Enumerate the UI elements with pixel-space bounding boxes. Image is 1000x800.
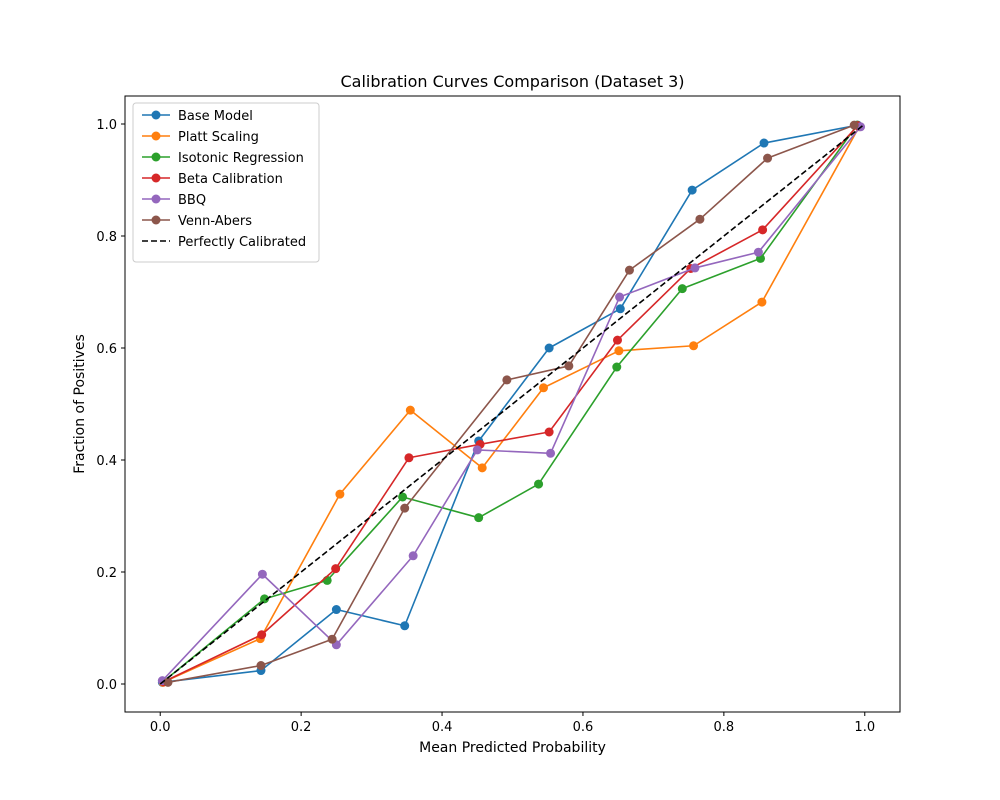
data-point-bbq: [408, 551, 418, 561]
data-point-platt-scaling: [405, 405, 415, 415]
series-line-beta-calibration: [163, 125, 859, 683]
series-venn-abers: [163, 120, 859, 687]
x-tick-label: 0.4: [432, 720, 453, 735]
data-point-isotonic-regression: [612, 362, 622, 372]
x-tick-label: 0.6: [573, 720, 594, 735]
data-point-bbq: [472, 445, 482, 455]
legend-label-venn-abers: Venn-Abers: [178, 214, 252, 229]
data-point-isotonic-regression: [398, 492, 408, 502]
data-point-beta-calibration: [257, 630, 267, 640]
data-point-base-model: [544, 343, 554, 353]
data-point-venn-abers: [256, 661, 266, 671]
data-point-venn-abers: [327, 634, 337, 644]
legend-marker-bbq: [151, 194, 161, 204]
chart-title: Calibration Curves Comparison (Dataset 3…: [340, 72, 684, 91]
legend-label-beta-calibration: Beta Calibration: [178, 172, 283, 187]
y-axis-label: Fraction of Positives: [72, 334, 88, 474]
data-point-bbq: [753, 247, 763, 257]
series-line-platt-scaling: [162, 126, 860, 684]
series-line-isotonic-regression: [163, 124, 858, 682]
data-point-bbq: [615, 292, 625, 302]
x-axis-ticks: 0.0 0.2 0.4 0.6 0.8 1.0: [150, 712, 875, 735]
data-point-beta-calibration: [331, 564, 341, 574]
series-line-venn-abers: [167, 124, 855, 684]
legend-label-platt-scaling: Platt Scaling: [178, 130, 259, 145]
legend-marker-platt-scaling: [151, 131, 161, 141]
data-point-platt-scaling: [335, 489, 345, 499]
legend-label-perfectly-calibrated: Perfectly Calibrated: [178, 235, 306, 250]
y-tick-label: 0.6: [96, 342, 117, 357]
data-point-bbq: [546, 448, 556, 458]
legend-marker-base-model: [151, 110, 161, 120]
data-point-beta-calibration: [612, 335, 622, 345]
series-layer: [157, 120, 866, 687]
y-tick-label: 0.4: [96, 454, 117, 469]
y-tick-label: 0.0: [96, 678, 117, 693]
x-tick-label: 0.2: [291, 720, 312, 735]
data-point-base-model: [331, 605, 341, 615]
data-point-venn-abers: [624, 265, 634, 275]
x-axis-label: Mean Predicted Probability: [419, 740, 606, 756]
series-platt-scaling: [158, 122, 864, 687]
y-tick-label: 0.2: [96, 566, 117, 581]
data-point-base-model: [615, 304, 625, 314]
plot-area: [124, 95, 901, 713]
data-point-venn-abers: [400, 503, 410, 513]
data-point-bbq: [690, 263, 700, 273]
data-point-beta-calibration: [544, 427, 554, 437]
series-perfectly-calibrated: [159, 123, 866, 685]
series-line-bbq: [161, 126, 862, 682]
data-point-venn-abers: [564, 361, 574, 371]
data-point-platt-scaling: [614, 346, 624, 356]
data-point-base-model: [759, 138, 769, 148]
series-bbq: [157, 122, 866, 686]
y-tick-label: 1.0: [96, 118, 117, 133]
data-point-platt-scaling: [689, 341, 699, 351]
data-point-isotonic-regression: [474, 513, 484, 523]
legend-label-base-model: Base Model: [178, 109, 253, 124]
data-point-isotonic-regression: [677, 284, 687, 294]
data-point-venn-abers: [763, 153, 773, 163]
x-tick-label: 1.0: [854, 720, 875, 735]
axes-frame: [124, 95, 901, 713]
data-point-venn-abers: [502, 375, 512, 385]
data-point-venn-abers: [849, 120, 859, 130]
series-line-base-model: [162, 124, 858, 684]
legend-box: [132, 102, 320, 263]
data-point-platt-scaling: [477, 463, 487, 473]
x-tick-label: 0.8: [714, 720, 735, 735]
data-point-bbq: [257, 569, 267, 579]
data-point-isotonic-regression: [260, 594, 269, 604]
data-point-venn-abers: [695, 214, 705, 224]
data-point-base-model: [687, 185, 697, 195]
legend-marker-isotonic-regression: [151, 152, 161, 162]
legend: Base Model Platt Scaling Isotonic Regressi…: [132, 102, 320, 263]
data-point-venn-abers: [163, 677, 173, 687]
y-tick-label: 0.8: [96, 230, 117, 245]
series-line-perfectly-calibrated: [159, 123, 866, 685]
data-point-platt-scaling: [539, 383, 548, 393]
legend-label-bbq: BBQ: [178, 193, 206, 208]
y-axis-ticks: 0.0 0.2 0.4 0.6 0.8 1.0: [96, 118, 125, 693]
legend-label-isotonic-regression: Isotonic Regression: [178, 151, 304, 166]
data-point-base-model: [400, 621, 410, 631]
data-point-isotonic-regression: [534, 479, 544, 489]
data-point-platt-scaling: [757, 297, 767, 307]
x-tick-label: 0.0: [150, 720, 171, 735]
data-point-beta-calibration: [404, 453, 414, 463]
legend-marker-beta-calibration: [151, 173, 161, 183]
legend-marker-venn-abers: [151, 215, 161, 225]
data-point-beta-calibration: [758, 225, 768, 235]
